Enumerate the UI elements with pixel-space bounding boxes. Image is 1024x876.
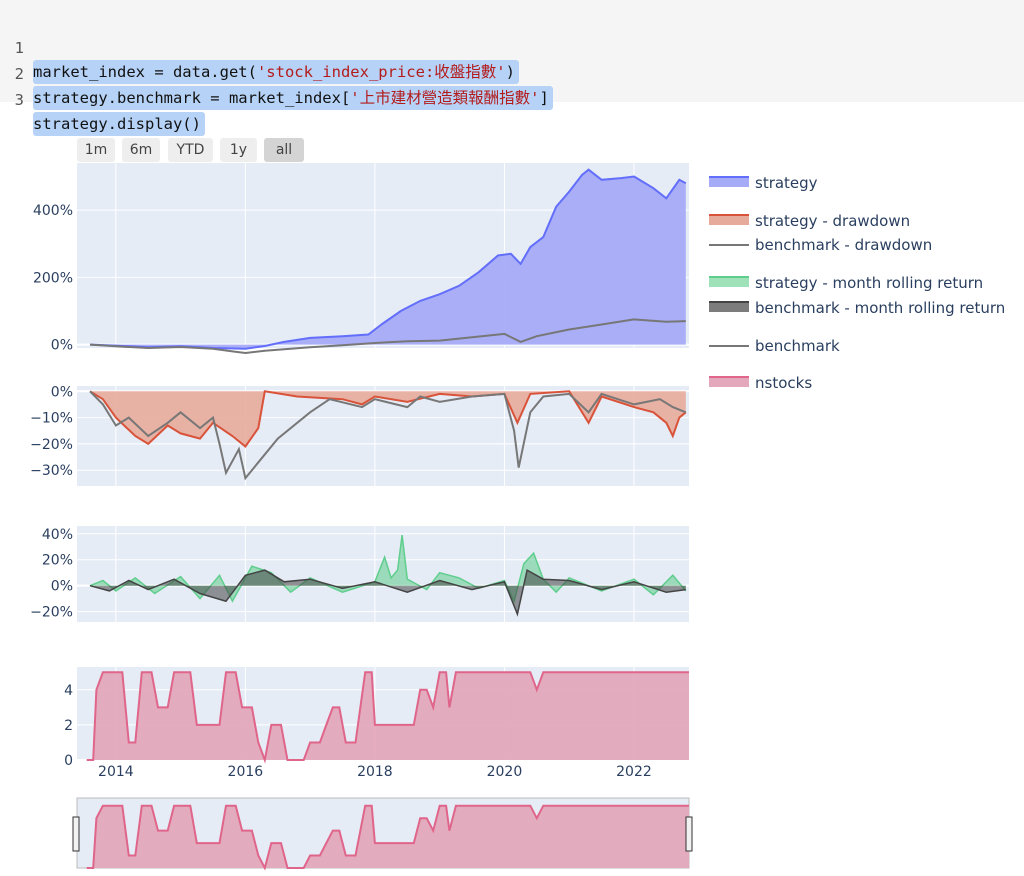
range-1y-button[interactable]: 1y: [220, 138, 257, 162]
benchmark-rolling-area: [90, 570, 686, 615]
legend-swatch: [709, 377, 749, 387]
strategy-rolling-line: [89, 535, 687, 604]
y-tick-label: 0%: [51, 384, 73, 400]
legend-item[interactable]: benchmark - month rolling return: [709, 299, 1005, 317]
range-slider-area: [86, 805, 689, 868]
code-line-2: 2 strategy.benchmark = market_index['上市建…: [0, 38, 553, 110]
legend-item[interactable]: benchmark: [709, 337, 840, 355]
legend-label: strategy - month rolling return: [755, 274, 983, 292]
y-tick-label: 0%: [51, 338, 73, 354]
range-slider-left-handle[interactable]: [72, 816, 80, 852]
x-tick-label: 2016: [228, 764, 264, 780]
range-ytd-button[interactable]: YTD: [168, 138, 213, 162]
legend-label: strategy - drawdown: [755, 212, 910, 230]
legend-label: benchmark - month rolling return: [755, 299, 1005, 317]
legend-item[interactable]: benchmark - drawdown: [709, 236, 932, 254]
nstocks-area: [86, 672, 689, 760]
legend-label: strategy: [755, 174, 818, 192]
legend-swatch: [709, 215, 749, 225]
code-text: strategy.display(): [33, 112, 205, 136]
legend-item[interactable]: nstocks: [709, 374, 812, 392]
code-segment: ): [505, 63, 515, 81]
strategy-line: [89, 168, 687, 350]
code-string: 'stock_index_price:收盤指數': [256, 63, 506, 81]
y-tick-label: 400%: [33, 203, 73, 219]
line-number: 2: [14, 65, 24, 83]
y-tick-label: 2: [64, 718, 73, 734]
y-tick-label: 0: [64, 753, 73, 769]
code-line-3: 3 strategy.display(): [0, 64, 205, 136]
nstocks-line: [86, 671, 689, 764]
y-tick-label: 4: [64, 683, 73, 699]
y-tick-label: −20%: [30, 437, 73, 453]
y-tick-label: −10%: [30, 411, 73, 427]
code-segment: market_index = data.get(: [33, 63, 257, 81]
y-tick-label: 200%: [33, 270, 73, 286]
y-tick-label: 40%: [42, 527, 73, 543]
code-text: strategy.benchmark = market_index['上市建材營…: [33, 86, 553, 110]
legend-item[interactable]: strategy - drawdown: [709, 212, 910, 230]
code-line-1: 1 market_index = data.get('stock_index_p…: [0, 12, 519, 84]
legend-item[interactable]: strategy: [709, 174, 818, 192]
y-tick-label: −20%: [30, 605, 73, 621]
benchmark-line: [89, 318, 686, 355]
x-tick-label: 2020: [487, 764, 523, 780]
y-tick-label: 20%: [42, 553, 73, 569]
y-tick-label: 0%: [51, 579, 73, 595]
code-string: '上市建材營造類報酬指數': [350, 89, 540, 107]
x-tick-label: 2018: [357, 764, 393, 780]
legend-label: nstocks: [755, 374, 812, 392]
range-6m-button[interactable]: 6m: [122, 138, 160, 162]
range-all-button[interactable]: all: [264, 138, 304, 162]
range-slider-line: [86, 804, 689, 871]
legend-swatch: [709, 277, 749, 287]
strategy-drawdown-area: [90, 391, 686, 447]
x-tick-label: 2022: [616, 764, 652, 780]
line-number: 1: [14, 39, 24, 57]
code-segment: ]: [539, 89, 549, 107]
code-text: market_index = data.get('stock_index_pri…: [33, 60, 519, 84]
x-tick-label: 2014: [98, 764, 134, 780]
range-slider-right-handle[interactable]: [685, 816, 693, 852]
legend-swatch: [709, 302, 749, 312]
legend-swatch: [709, 177, 749, 187]
code-segment: strategy.display(): [33, 115, 201, 133]
line-number: 3: [14, 91, 24, 109]
code-cell[interactable]: 1 market_index = data.get('stock_index_p…: [0, 0, 1024, 136]
code-segment: strategy.benchmark = market_index[: [33, 89, 351, 107]
benchmark-rolling-line: [89, 568, 686, 617]
y-tick-label: −30%: [30, 463, 73, 479]
range-1m-button[interactable]: 1m: [77, 138, 115, 162]
legend-item[interactable]: strategy - month rolling return: [709, 274, 983, 292]
strategy-area: [90, 169, 686, 349]
legend-label: benchmark - drawdown: [755, 236, 932, 254]
strategy-drawdown-line: [89, 390, 687, 448]
benchmark-drawdown-line: [89, 390, 687, 481]
legend-label: benchmark: [755, 337, 840, 355]
